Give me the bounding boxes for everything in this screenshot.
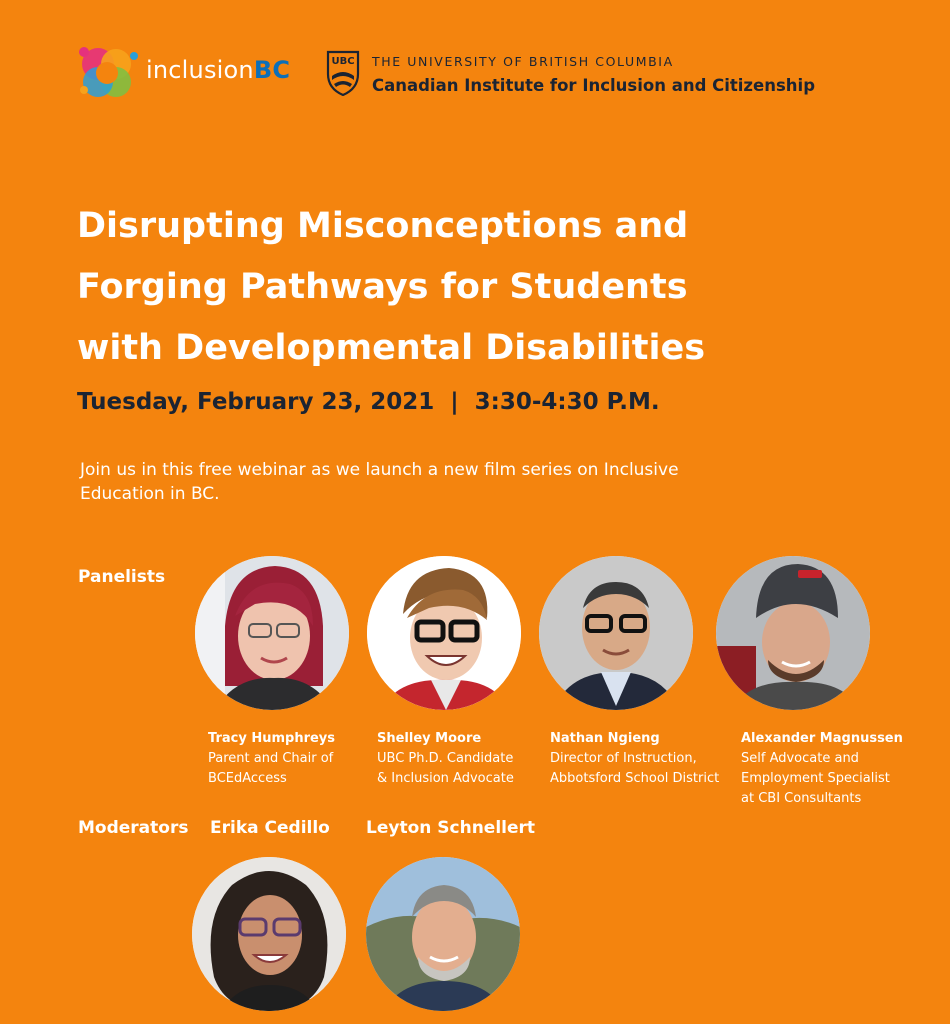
event-title-line: Forging Pathways for Students (77, 267, 688, 307)
moderator-name-erika-cedillo: Erika Cedillo (210, 818, 330, 838)
institute-name: Canadian Institute for Inclusion and Cit… (372, 76, 816, 95)
event-title: Disrupting Misconceptions and Forging Pa… (77, 196, 897, 379)
panelist-photo-alexander-magnussen (716, 556, 870, 710)
event-date-time: Tuesday, February 23, 2021 | 3:30-4:30 P… (77, 389, 660, 415)
panelist-photo-nathan-ngieng (539, 556, 693, 710)
panelist-card-nathan-ngieng: Nathan Ngieng Director of Instruction, A… (550, 729, 750, 789)
panelist-role: Employment Specialist (741, 771, 890, 786)
ubc-logo: UBC THE UNIVERSITY OF BRITISH COLUMBIA C… (326, 50, 815, 100)
panelist-card-shelley-moore: Shelley Moore UBC Ph.D. Candidate & Incl… (377, 729, 577, 789)
panelist-name: Nathan Ngieng (550, 731, 660, 746)
ubc-crest-text: UBC (331, 56, 354, 67)
panelist-role: Self Advocate and (741, 751, 859, 766)
inclusionbc-circle-logo-icon (79, 47, 138, 97)
inclusionbc-wordmark: inclusionBC (146, 56, 291, 84)
moderator-photo-erika-cedillo (192, 857, 346, 1011)
panelist-role: at CBI Consultants (741, 791, 862, 806)
panelist-name: Tracy Humphreys (208, 731, 336, 746)
panelist-role: Abbotsford School District (550, 771, 720, 786)
moderator-name-leyton-schnellert: Leyton Schnellert (366, 818, 536, 838)
panelist-role: UBC Ph.D. Candidate (377, 751, 514, 766)
ubc-crest-icon: UBC (326, 50, 360, 96)
event-intro-line: Join us in this free webinar as we launc… (80, 460, 679, 480)
event-intro: Join us in this free webinar as we launc… (80, 458, 800, 506)
moderators-label: Moderators (78, 818, 189, 838)
panelist-name: Shelley Moore (377, 731, 482, 746)
moderator-photo-leyton-schnellert (366, 857, 520, 1011)
panelist-role: Parent and Chair of (208, 751, 334, 766)
event-intro-line: Education in BC. (80, 484, 220, 504)
panelist-card-tracy-humphreys: Tracy Humphreys Parent and Chair of BCEd… (208, 729, 408, 789)
panelist-name: Alexander Magnussen (741, 731, 903, 746)
panelist-role: & Inclusion Advocate (377, 771, 514, 786)
event-title-line: Disrupting Misconceptions and (77, 206, 689, 246)
panelist-role: Director of Instruction, (550, 751, 697, 766)
event-title-line: with Developmental Disabilities (77, 328, 706, 368)
university-name: THE UNIVERSITY OF BRITISH COLUMBIA (372, 54, 674, 69)
panelist-card-alexander-magnussen: Alexander Magnussen Self Advocate and Em… (741, 729, 941, 809)
inclusionbc-logo: inclusionBC (76, 42, 290, 106)
panelist-photo-shelley-moore (367, 556, 521, 710)
panelist-photo-tracy-humphreys (195, 556, 349, 710)
panelist-role: BCEdAccess (208, 771, 287, 786)
panelists-label: Panelists (78, 567, 166, 587)
